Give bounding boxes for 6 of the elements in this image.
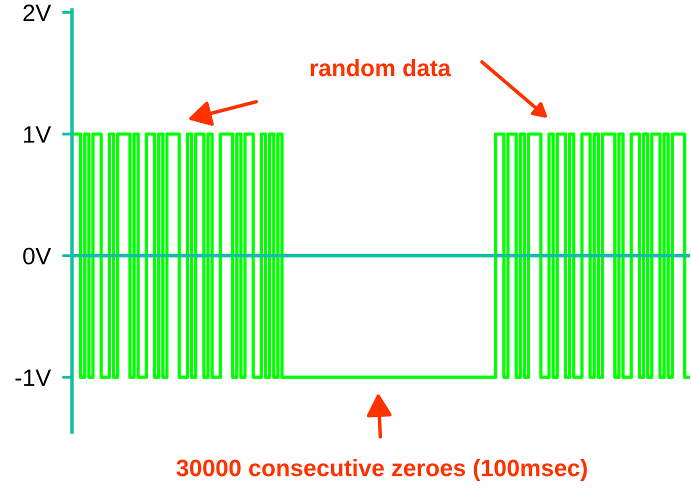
y-tick-label: 0V	[23, 248, 52, 264]
annotation: random data	[310, 58, 451, 76]
y-tick-label: -1V	[15, 370, 52, 386]
y-tick-label: 2V	[23, 4, 52, 21]
text: 30000 consecutive zeroes (100msec)	[176, 458, 587, 482]
y-tick-label: 1V	[24, 126, 52, 143]
